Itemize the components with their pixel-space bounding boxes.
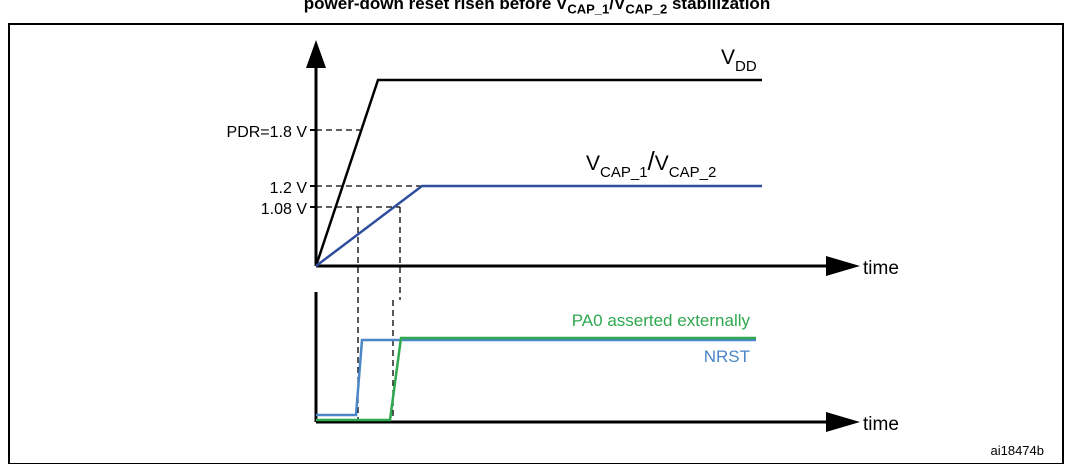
upper-x-axis-label: time xyxy=(863,258,899,279)
pdr-label: PDR=1.8 V xyxy=(227,124,308,141)
vdd-label: VDD xyxy=(721,46,757,75)
nrst-label: NRST xyxy=(704,347,750,366)
vcap-label: VCAP_1/VCAP_2 xyxy=(586,146,716,181)
vdd-waveform xyxy=(314,78,762,267)
figure-title: power-down reset risen before VCAP_1/VCA… xyxy=(303,0,771,17)
reference-dashes xyxy=(316,129,422,420)
upper-x-arrowhead xyxy=(826,256,860,276)
vcap-waveform xyxy=(315,184,762,267)
lower-x-axis-label: time xyxy=(863,414,899,435)
v12-label: 1.2 V xyxy=(270,180,308,197)
figure-id: ai18474b xyxy=(991,443,1045,458)
nrst-waveform xyxy=(316,338,756,417)
diagram-frame xyxy=(8,23,1064,464)
lower-x-arrowhead xyxy=(826,412,860,432)
pa0-label: PA0 asserted externally xyxy=(572,311,751,330)
pa0-waveform xyxy=(316,336,756,422)
v108-label: 1.08 V xyxy=(261,201,308,218)
upper-y-arrowhead xyxy=(306,40,326,68)
